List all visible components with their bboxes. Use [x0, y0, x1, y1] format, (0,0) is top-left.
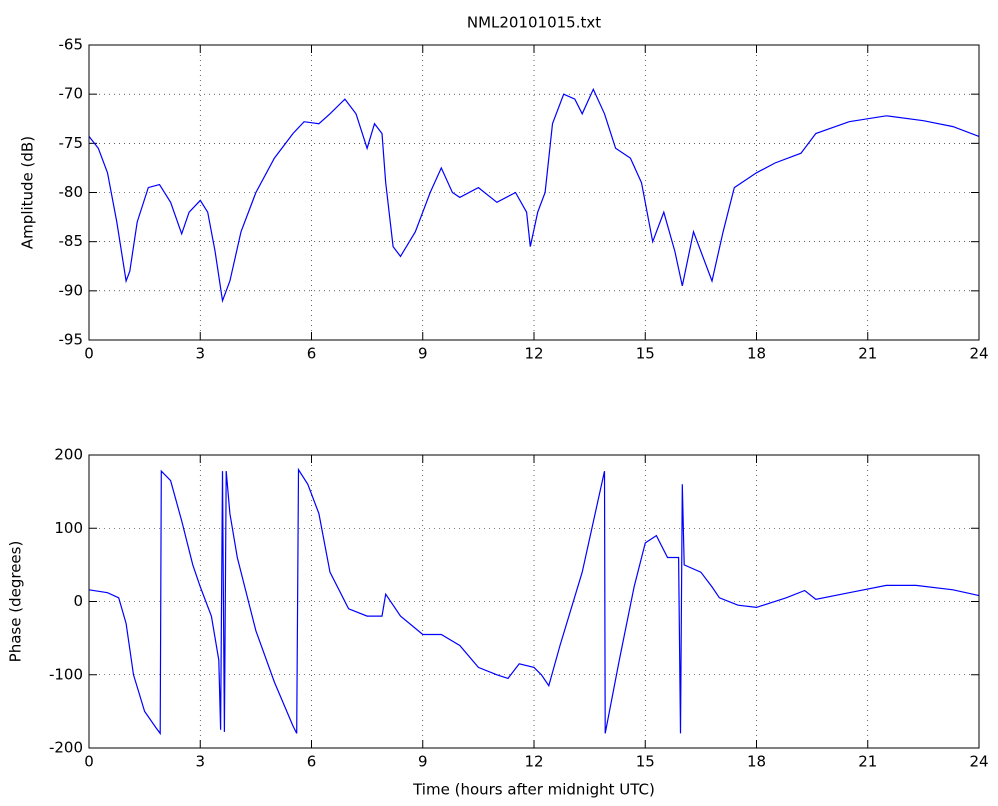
x-tick-label: 21 [858, 753, 877, 771]
x-tick-label: 9 [418, 753, 428, 771]
x-axis-label: Time (hours after midnight UTC) [412, 781, 655, 799]
x-tick-label: 24 [969, 753, 988, 771]
x-tick-label: 3 [195, 345, 205, 363]
x-tick-label: 15 [636, 753, 655, 771]
y-tick-label: -95 [59, 331, 84, 349]
y-tick-label: -80 [59, 183, 84, 201]
x-tick-label: 12 [524, 345, 543, 363]
y-tick-label: 200 [54, 446, 83, 464]
y-tick-label: -65 [59, 36, 84, 54]
data-line [88, 87, 980, 304]
x-tick-label: 6 [307, 345, 317, 363]
x-tick-label: 0 [84, 345, 94, 363]
axes-frame [88, 44, 980, 341]
y-tick-label: -75 [59, 134, 84, 152]
x-tick-label: 24 [969, 345, 988, 363]
x-tick-label: 9 [418, 345, 428, 363]
x-tick-label: 21 [858, 345, 877, 363]
x-tick-label: 0 [84, 753, 94, 771]
chart-title: NML20101015.txt [467, 14, 601, 32]
x-tick-label: 18 [747, 345, 766, 363]
x-tick-label: 12 [524, 753, 543, 771]
data-line [88, 467, 980, 736]
y-tick-label: -200 [49, 739, 83, 757]
x-tick-label: 15 [636, 345, 655, 363]
y-tick-label: -70 [59, 85, 84, 103]
y-tick-label: 0 [73, 592, 83, 610]
axes-frame [88, 454, 980, 749]
y-tick-label: -85 [59, 232, 84, 250]
y-axis-label: Phase (degrees) [7, 541, 25, 663]
x-tick-label: 6 [307, 753, 317, 771]
y-tick-label: 100 [54, 519, 83, 537]
x-tick-label: 3 [195, 753, 205, 771]
y-axis-label: Amplitude (dB) [19, 136, 37, 249]
y-tick-label: -100 [49, 665, 83, 683]
x-tick-label: 18 [747, 753, 766, 771]
y-tick-label: -90 [59, 281, 84, 299]
